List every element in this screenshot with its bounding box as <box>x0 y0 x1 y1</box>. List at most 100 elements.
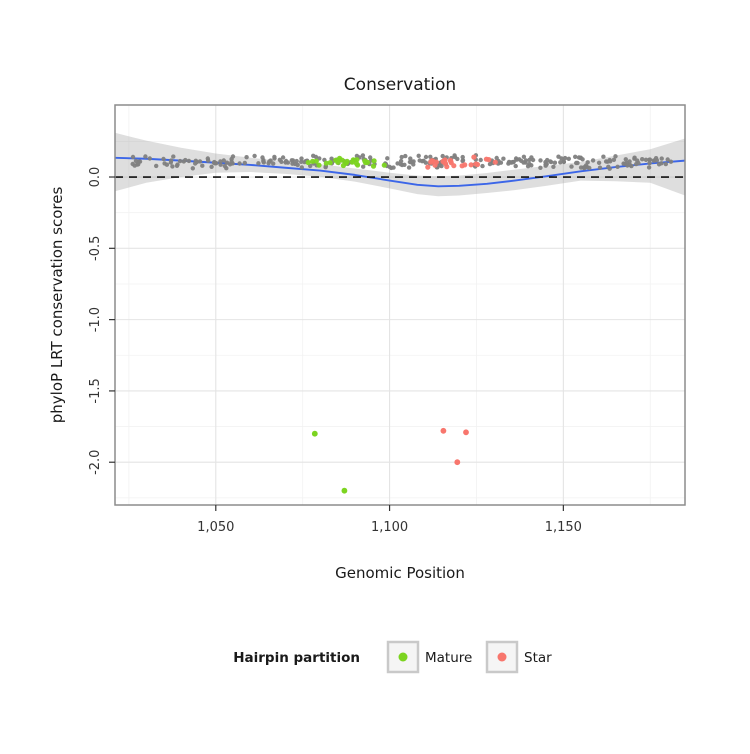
data-point <box>603 159 609 164</box>
data-point <box>439 163 444 169</box>
data-point <box>543 162 548 167</box>
data-point <box>323 165 328 170</box>
data-point <box>206 158 211 163</box>
panel-border <box>114 104 686 506</box>
data-point <box>460 158 465 164</box>
data-point <box>353 160 360 167</box>
data-point <box>271 161 276 166</box>
data-point <box>295 162 300 168</box>
y-tick-label: 0.0 <box>88 167 103 188</box>
data-point <box>561 159 567 165</box>
data-point <box>171 154 176 159</box>
data-point <box>498 160 504 165</box>
data-point <box>222 163 227 169</box>
data-point <box>562 155 568 161</box>
data-point <box>193 161 198 166</box>
data-point <box>448 158 454 164</box>
data-point <box>209 164 214 169</box>
data-point <box>623 157 628 162</box>
outlier-point <box>311 430 318 437</box>
legend-title: Hairpin partition <box>233 650 360 666</box>
data-point <box>310 158 316 164</box>
series-background-points <box>130 153 674 171</box>
data-point <box>668 159 674 164</box>
data-point <box>186 158 192 164</box>
points-layer <box>130 153 674 494</box>
data-point <box>580 157 585 162</box>
data-point <box>632 156 637 161</box>
data-point <box>501 156 506 161</box>
outlier-point <box>440 427 447 434</box>
data-point <box>168 158 174 163</box>
data-point <box>313 154 319 160</box>
data-point <box>647 160 652 166</box>
data-point <box>611 157 617 162</box>
data-point <box>177 158 183 164</box>
data-point <box>279 159 284 164</box>
data-point <box>416 153 421 158</box>
data-point <box>440 158 446 164</box>
y-tick-label: -2.0 <box>88 450 103 475</box>
data-point <box>423 154 429 160</box>
data-point <box>601 154 606 159</box>
data-point <box>305 159 311 166</box>
data-point <box>385 156 390 161</box>
data-point <box>473 161 479 167</box>
data-point <box>200 163 205 168</box>
data-point <box>665 157 670 162</box>
data-point <box>256 161 261 166</box>
data-point <box>368 155 373 160</box>
data-point <box>242 160 247 166</box>
data-point <box>230 161 235 166</box>
data-point <box>566 156 571 161</box>
data-point <box>471 154 477 160</box>
data-point <box>423 160 428 165</box>
data-point <box>133 158 139 164</box>
data-point <box>529 163 534 168</box>
y-axis-title: phyloP LRT conservation scores <box>48 187 66 424</box>
series-star-points <box>425 154 498 466</box>
data-point <box>398 158 404 164</box>
data-point <box>494 155 499 161</box>
data-point <box>316 162 322 168</box>
data-point <box>360 153 366 158</box>
data-point <box>654 158 660 163</box>
data-point <box>362 158 368 164</box>
data-point <box>597 165 603 170</box>
data-point <box>552 160 558 165</box>
y-tick-label: -1.5 <box>88 378 103 403</box>
data-point <box>283 158 289 164</box>
data-point <box>429 158 435 164</box>
outlier-point <box>454 459 461 466</box>
legend: Hairpin partition Mature Star <box>233 640 552 674</box>
data-point <box>440 153 445 159</box>
data-point <box>354 153 360 159</box>
data-point <box>183 157 188 163</box>
plot-panel <box>114 104 686 506</box>
data-point <box>162 161 167 166</box>
data-point <box>403 153 408 159</box>
data-point <box>647 157 653 162</box>
data-point <box>408 156 413 161</box>
data-point <box>659 156 664 161</box>
data-point <box>260 155 265 160</box>
data-point <box>252 153 257 159</box>
legend-mature-dot-icon <box>398 652 408 662</box>
data-point <box>289 158 294 163</box>
data-point <box>513 163 518 169</box>
data-point <box>576 155 582 160</box>
data-point <box>349 159 355 165</box>
data-point <box>538 158 543 163</box>
data-point <box>425 164 431 170</box>
data-point <box>224 160 230 165</box>
data-point <box>538 165 543 170</box>
data-point <box>190 166 195 171</box>
data-point <box>299 165 304 170</box>
y-tick-label: -1.0 <box>88 307 103 332</box>
data-point <box>420 159 425 164</box>
data-point <box>340 162 346 169</box>
data-point <box>478 157 483 163</box>
data-point <box>432 162 438 168</box>
data-point <box>548 159 553 164</box>
